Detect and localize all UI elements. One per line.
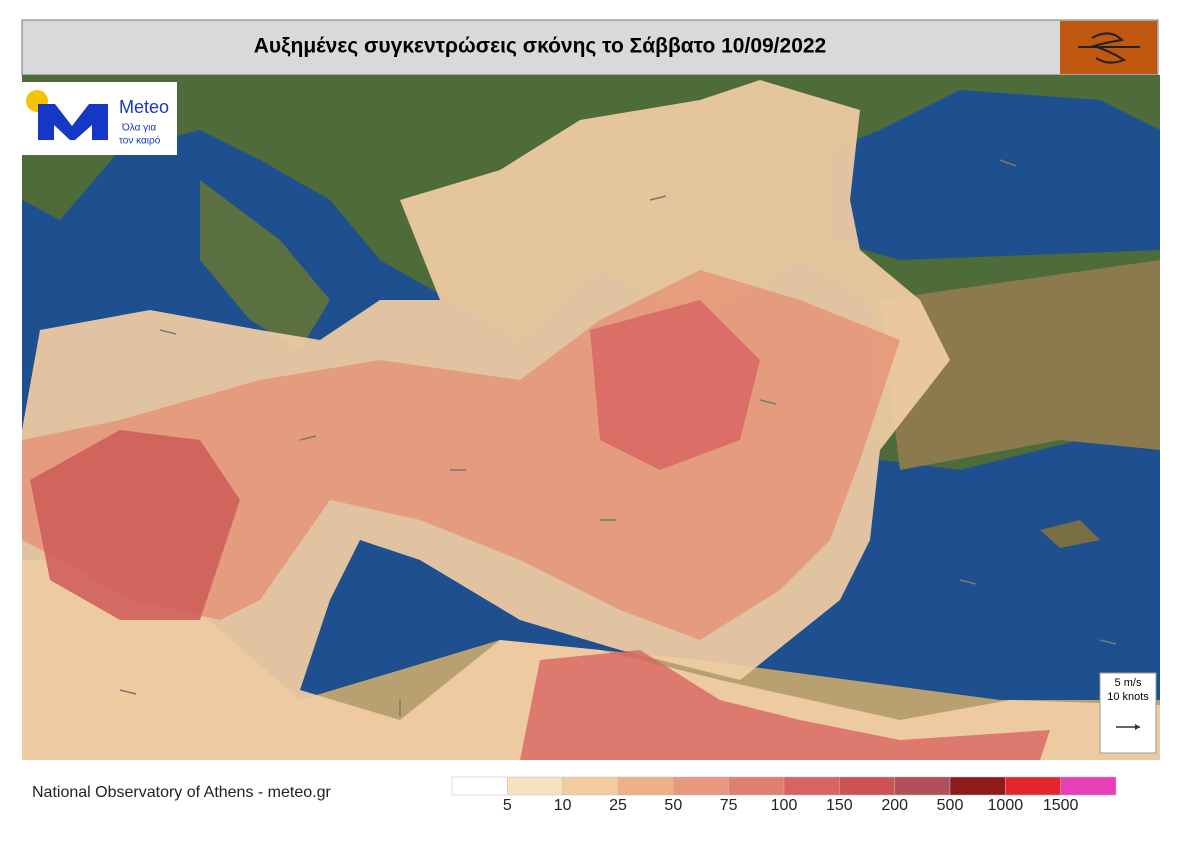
colorbar-swatch [839, 776, 895, 796]
wind-key [1099, 672, 1157, 754]
logo-name: Meteo [119, 97, 169, 117]
wind-key-speed: 5 m/s [1115, 677, 1142, 689]
brand-symbol [1078, 32, 1140, 64]
colorbar-swatch [783, 776, 840, 796]
title: Αυξημένες συγκεντρώσεις σκόνης το Σάββατ… [254, 35, 826, 58]
wind-key-arrowhead [1135, 724, 1140, 730]
colorbar-label: 5 [503, 797, 512, 814]
colorbar-swatch [673, 776, 729, 796]
colorbar-label: 25 [609, 797, 627, 814]
colorbar-swatch [562, 776, 619, 796]
wind-key-knots: 10 knots [1107, 691, 1149, 703]
colorbar-label: 150 [826, 797, 853, 814]
colorbar-label: 200 [881, 797, 908, 814]
colorbar-swatch [894, 776, 951, 796]
colorbar-swatch [949, 776, 1006, 796]
map [22, 75, 1160, 760]
colorbar-swatch [1060, 776, 1117, 796]
logo-tagline: Όλα για [121, 123, 156, 134]
colorbar-swatch [1005, 776, 1061, 796]
colorbar: 5 10 25 50 75 100 150 200 500 1000 1500 [451, 776, 1117, 814]
colorbar-swatch [728, 776, 785, 796]
colorbar-label: 1000 [988, 797, 1024, 814]
title-bar [21, 19, 1159, 76]
colorbar-label: 50 [664, 797, 682, 814]
colorbar-label: 1500 [1043, 797, 1079, 814]
colorbar-swatch [617, 776, 674, 796]
footer-source: National Observatory of Athens - meteo.g… [32, 784, 331, 801]
colorbar-label: 100 [771, 797, 798, 814]
colorbar-label: 10 [554, 797, 572, 814]
colorbar-label: 75 [720, 797, 738, 814]
colorbar-swatch [507, 776, 563, 796]
colorbar-label: 500 [937, 797, 964, 814]
logo-tagline: τον καιρό [119, 135, 161, 147]
colorbar-swatch [451, 776, 508, 796]
logo-m [38, 104, 108, 140]
